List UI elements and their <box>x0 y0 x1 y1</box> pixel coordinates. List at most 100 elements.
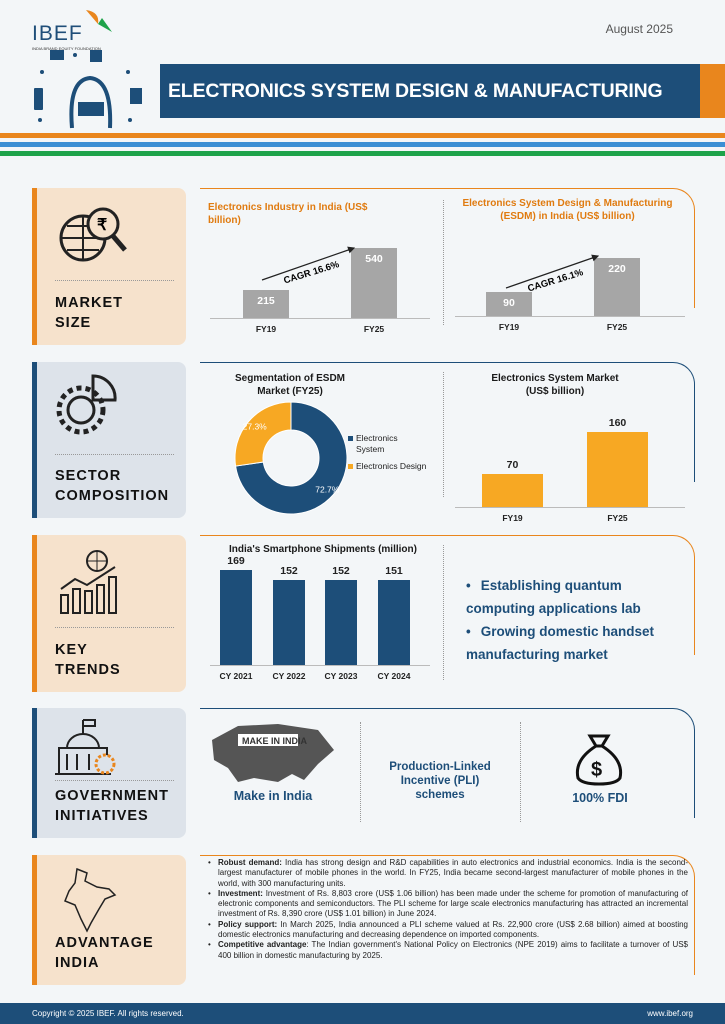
divider <box>360 722 361 822</box>
esdm-donut-chart: 72.7% 27.3% <box>234 401 348 515</box>
page-title: ELECTRONICS SYSTEM DESIGN & MANUFACTURIN… <box>168 79 663 102</box>
divider <box>443 372 444 497</box>
gears-pie-icon <box>56 374 117 435</box>
category-label: CY 2024 <box>377 671 411 681</box>
chart-title: Segmentation of ESDM Market (FY25) <box>234 373 345 397</box>
report-date: August 2025 <box>605 22 673 36</box>
title-accent <box>700 64 725 118</box>
category-label: FY25 <box>363 324 385 334</box>
trends-frame <box>200 535 695 655</box>
orange-stripe <box>0 133 725 138</box>
bar-value-label: 152 <box>280 564 298 577</box>
section-label: KEY TRENDS <box>55 642 121 678</box>
category-label: FY19 <box>255 324 277 334</box>
section-label: ADVANTAGE INDIA <box>55 935 154 971</box>
logo-flag-icon <box>86 10 112 32</box>
section-label: MARKET SIZE <box>55 295 124 331</box>
divider <box>443 545 444 680</box>
panel-key-trends: KEY TRENDS <box>32 535 186 692</box>
legend-swatch <box>348 436 353 441</box>
svg-text:$: $ <box>591 759 602 781</box>
divider <box>55 280 174 281</box>
divider <box>55 454 174 455</box>
divider <box>520 722 521 822</box>
bar-value-label: 220 <box>608 262 626 275</box>
blue-stripe <box>0 142 725 147</box>
globe-rupee-magnifier-icon: ₹ <box>59 207 127 262</box>
bar <box>351 247 397 318</box>
x-axis <box>210 665 430 666</box>
trend-item: • Growing domestic handset manufacturing … <box>466 624 655 662</box>
trend-item: • Establishing quantum computing applicat… <box>466 578 641 616</box>
bar-value-label: 169 <box>227 555 245 568</box>
india-map-icon <box>64 867 117 933</box>
bar <box>325 579 357 665</box>
x-axis <box>455 316 685 317</box>
logo-subtitle: INDIA BRAND EQUITY FOUNDATION <box>32 46 101 51</box>
trends-list: • Establishing quantum computing applicat… <box>466 574 691 666</box>
cagr-arrow: CAGR 16.1% <box>505 254 600 292</box>
panel-government-initiatives: GOVERNMENT INITIATIVES <box>32 708 186 838</box>
advantage-frame <box>200 855 695 975</box>
category-label: FY25 <box>606 322 628 332</box>
bar <box>273 579 305 665</box>
green-stripe <box>0 151 725 156</box>
category-label: CY 2021 <box>219 671 253 681</box>
svg-text:₹: ₹ <box>97 217 107 234</box>
bar-value-label: 152 <box>332 564 350 577</box>
advantage-item: Policy support: In March 2025, India ann… <box>206 920 688 941</box>
pli-label: Production-Linked Incentive (PLI) scheme… <box>389 761 491 801</box>
divider <box>55 780 174 781</box>
bar <box>594 257 640 316</box>
advantage-item: Competitive advantage: The Indian govern… <box>206 940 688 961</box>
section-label: SECTOR COMPOSITION <box>55 468 170 504</box>
bar-value-label: 215 <box>257 295 275 308</box>
make-in-india-lion-logo: MAKE IN INDIA <box>212 724 334 782</box>
copyright: Copyright © 2025 IBEF. All rights reserv… <box>32 1009 184 1018</box>
bar <box>482 474 543 507</box>
logo-text: IBEF <box>32 22 83 45</box>
bar <box>243 290 289 318</box>
legend-item: Electronics System <box>348 433 426 455</box>
title-banner: ELECTRONICS SYSTEM DESIGN & MANUFACTURIN… <box>160 64 705 118</box>
advantage-list: Robust demand: India has strong design a… <box>206 858 688 961</box>
advantage-item: Robust demand: India has strong design a… <box>206 858 688 889</box>
bar <box>378 580 410 665</box>
pie-slice <box>234 401 292 467</box>
money-bag-dollar-icon: $ <box>575 734 623 786</box>
footer: Copyright © 2025 IBEF. All rights reserv… <box>0 1003 725 1024</box>
sector-frame <box>200 362 695 482</box>
ibef-logo: IBEF INDIA BRAND EQUITY FOUNDATION <box>32 10 152 51</box>
pie-legend: Electronics System Electronics Design <box>348 433 426 472</box>
bar-value-label: 70 <box>506 459 519 472</box>
panel-advantage-india: ADVANTAGE INDIA <box>32 855 186 985</box>
bar-value-label: 160 <box>608 416 627 429</box>
panel-market-size: ₹ MARKET SIZE <box>32 188 186 345</box>
section-label: GOVERNMENT INITIATIVES <box>55 788 169 824</box>
category-label: FY25 <box>607 513 628 523</box>
fdi-label: 100% FDI <box>572 791 628 805</box>
chart-title: Electronics System Design & Manufacturin… <box>462 198 673 222</box>
bar-value-label: 540 <box>365 252 383 265</box>
bar-value-label: 90 <box>503 297 515 310</box>
category-label: CY 2022 <box>272 671 306 681</box>
pie-value-label: 72.7% <box>315 484 340 494</box>
legend-item: Electronics Design <box>348 461 426 472</box>
x-axis <box>210 318 430 319</box>
category-label: FY19 <box>498 322 520 332</box>
panel-sector-composition: SECTOR COMPOSITION <box>32 362 186 518</box>
website-link[interactable]: www.ibef.org <box>647 1009 693 1018</box>
bar <box>587 431 648 507</box>
advantage-item: Investment: Investment of Rs. 8,803 cror… <box>206 889 688 920</box>
divider <box>55 627 174 628</box>
pie-value-label: 27.3% <box>243 422 268 432</box>
chart-title: India's Smartphone Shipments (million) <box>229 544 417 555</box>
market-size-frame <box>200 188 695 308</box>
cagr-arrow: CAGR 16.6% <box>261 246 356 284</box>
pie-slice <box>235 401 348 515</box>
x-axis <box>455 507 685 508</box>
bar-value-label: 151 <box>385 565 403 578</box>
legend-swatch <box>348 464 353 469</box>
bar <box>220 570 252 665</box>
government-frame <box>200 708 695 818</box>
